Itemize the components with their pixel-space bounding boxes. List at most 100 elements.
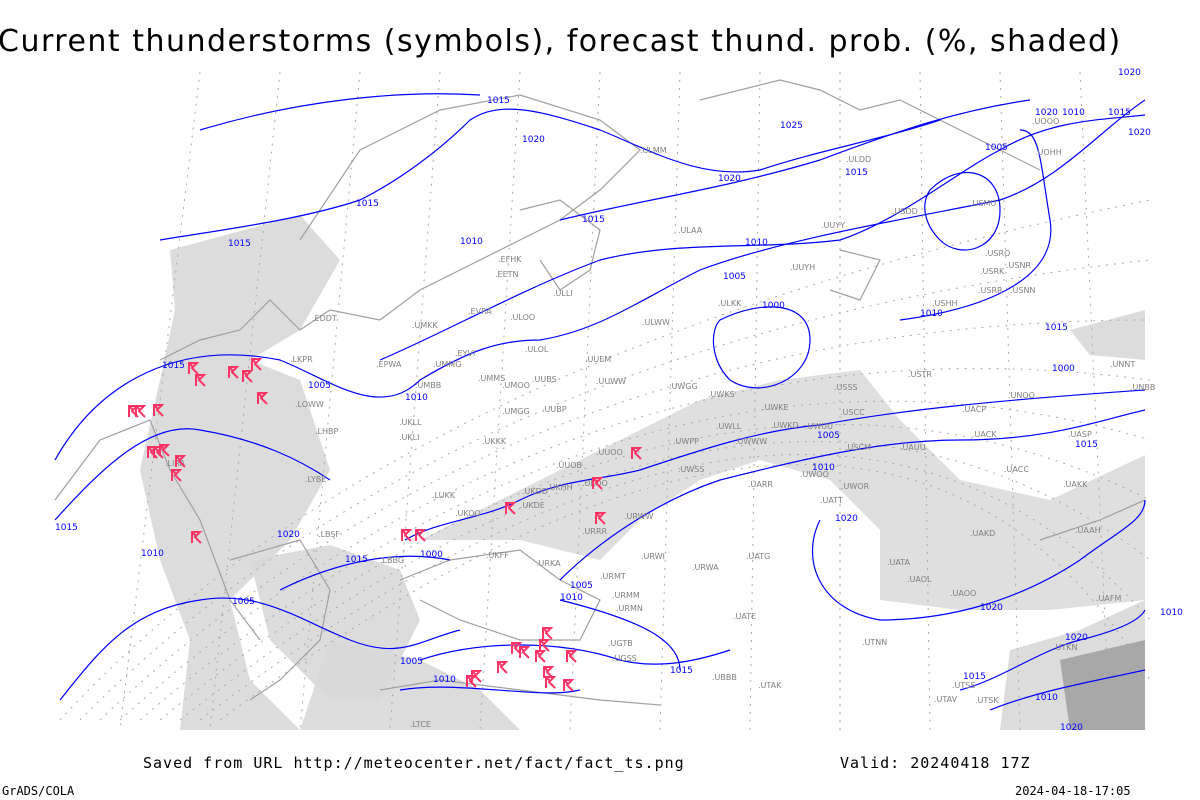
station-label: .LOWW xyxy=(295,400,324,409)
isobar-label: 1005 xyxy=(723,272,746,282)
station-label: .LUKK xyxy=(432,491,456,500)
station-label: .LBBG xyxy=(380,556,404,565)
isobar-label: 1015 xyxy=(963,672,986,682)
isobar-label: 1015 xyxy=(55,523,78,533)
coastline xyxy=(379,679,661,706)
isobar-label: 1005 xyxy=(985,143,1008,153)
station-labels: .ULLI .EFHK .EETN .EVRA .ULOO .UMKK .EYVI .ULOL… xyxy=(165,117,1155,729)
station-label: .EVRA xyxy=(468,307,492,316)
station-label: .UUOB xyxy=(556,461,582,470)
isobar-label: 1015 xyxy=(582,215,605,225)
station-label: .UNBB xyxy=(1130,383,1155,392)
station-label: .UTSS xyxy=(952,681,975,690)
station-label: .UKLL xyxy=(399,418,422,427)
thunderstorm-icon xyxy=(545,676,557,689)
station-label: .UUYH xyxy=(790,263,815,272)
station-label: .UTAK xyxy=(758,681,782,690)
isobar-label: 1005 xyxy=(308,381,331,391)
thunderstorm-icon xyxy=(497,661,509,674)
isobar-line xyxy=(559,599,681,671)
coastlines-borders xyxy=(54,79,1146,706)
station-label: .URMM xyxy=(612,591,640,600)
station-label: .USCC xyxy=(840,408,865,417)
isobar-line xyxy=(54,99,1146,461)
coastline xyxy=(54,419,261,641)
latitude-line xyxy=(99,319,1151,721)
valid-time-text: Valid: 20240418 17Z xyxy=(840,754,1031,772)
isobar-line xyxy=(404,389,1146,541)
isobar-label: 1015 xyxy=(1108,108,1131,118)
station-label: .UACP xyxy=(962,405,986,414)
station-label: .UMBB xyxy=(415,381,441,390)
station-label: .UGSS xyxy=(612,654,637,663)
isobar-label: 1010 xyxy=(1160,608,1183,618)
station-label: .UUWW xyxy=(596,377,626,386)
thunderstorm-icon xyxy=(401,529,413,542)
station-label: .UUBS xyxy=(532,375,557,384)
generated-timestamp: 2024-04-18-17:05 xyxy=(1015,784,1131,798)
thunderstorm-icon xyxy=(171,469,183,482)
station-label: .UUYY xyxy=(821,221,845,230)
isobar-label: 1020 xyxy=(835,514,858,524)
isobar-label: 1010 xyxy=(433,675,456,685)
thunderstorm-icon xyxy=(471,670,483,683)
isobar-label: 1005 xyxy=(817,431,840,441)
station-label: .LTCE xyxy=(410,720,431,729)
isobar-line xyxy=(811,499,1146,621)
station-label: .URWI xyxy=(641,552,665,561)
station-label: .UWKS xyxy=(708,390,735,399)
isobar-label: 1005 xyxy=(570,581,593,591)
station-label: .UOHH xyxy=(1035,148,1062,157)
station-label: .UATT xyxy=(820,496,843,505)
isobar-label: 1010 xyxy=(920,309,943,319)
station-label: .UAKK xyxy=(1063,480,1088,489)
thunderstorm-icon xyxy=(175,455,187,468)
station-label: .EETN xyxy=(495,270,519,279)
station-label: .USRO xyxy=(985,249,1010,258)
isobar-label: 1005 xyxy=(400,657,423,667)
station-label: .UTNN xyxy=(862,638,887,647)
station-label: .UAFM xyxy=(1096,594,1121,603)
station-label: .USTR xyxy=(908,370,932,379)
isobar-label: 1015 xyxy=(845,168,868,178)
thunderstorm-icon xyxy=(563,679,575,692)
isobar-label: 1020 xyxy=(1035,108,1058,118)
station-label: .UUOO xyxy=(596,448,623,457)
station-label: .ULAA xyxy=(678,226,703,235)
source-url-text: Saved from URL http://meteocenter.net/fa… xyxy=(143,754,685,772)
isobar-line xyxy=(199,93,481,131)
station-label: .UMGG xyxy=(502,407,530,416)
isobar-line xyxy=(59,597,461,701)
thunderstorm-icon xyxy=(195,374,207,387)
latitude-line xyxy=(79,259,1151,721)
isobar-label: 1000 xyxy=(762,301,785,311)
isobar-label: 1000 xyxy=(420,550,443,560)
latitude-line xyxy=(119,368,1151,721)
isobar-line xyxy=(159,108,941,241)
station-label: .UMMS xyxy=(478,374,505,383)
station-label: .URMN xyxy=(616,604,643,613)
thunderstorm-symbols xyxy=(128,358,643,692)
station-label: .UWLL xyxy=(716,422,742,431)
station-label: .UWWW xyxy=(735,437,767,446)
station-label: .LKPR xyxy=(290,355,313,364)
station-label: .USRR xyxy=(978,286,1003,295)
longitude-line xyxy=(749,71,761,731)
coastline xyxy=(299,94,641,321)
station-label: .UASP xyxy=(1068,430,1092,439)
station-label: .UKOO xyxy=(455,509,481,518)
coastline xyxy=(699,79,1041,171)
isobar-line xyxy=(279,555,451,591)
station-label: .USDD xyxy=(892,207,918,216)
station-label: .UARR xyxy=(748,480,773,489)
thunderstorm-icon xyxy=(153,404,165,417)
station-label: .ULLI xyxy=(553,289,573,298)
longitude-line xyxy=(1079,71,1111,731)
isobar-label: 1015 xyxy=(345,555,368,565)
latitude-line xyxy=(159,424,1151,721)
thunderstorm-icon xyxy=(542,627,554,640)
station-label: .USNN xyxy=(1010,286,1035,295)
station-label: .LYBE xyxy=(305,475,326,484)
longitude-line xyxy=(569,71,601,731)
